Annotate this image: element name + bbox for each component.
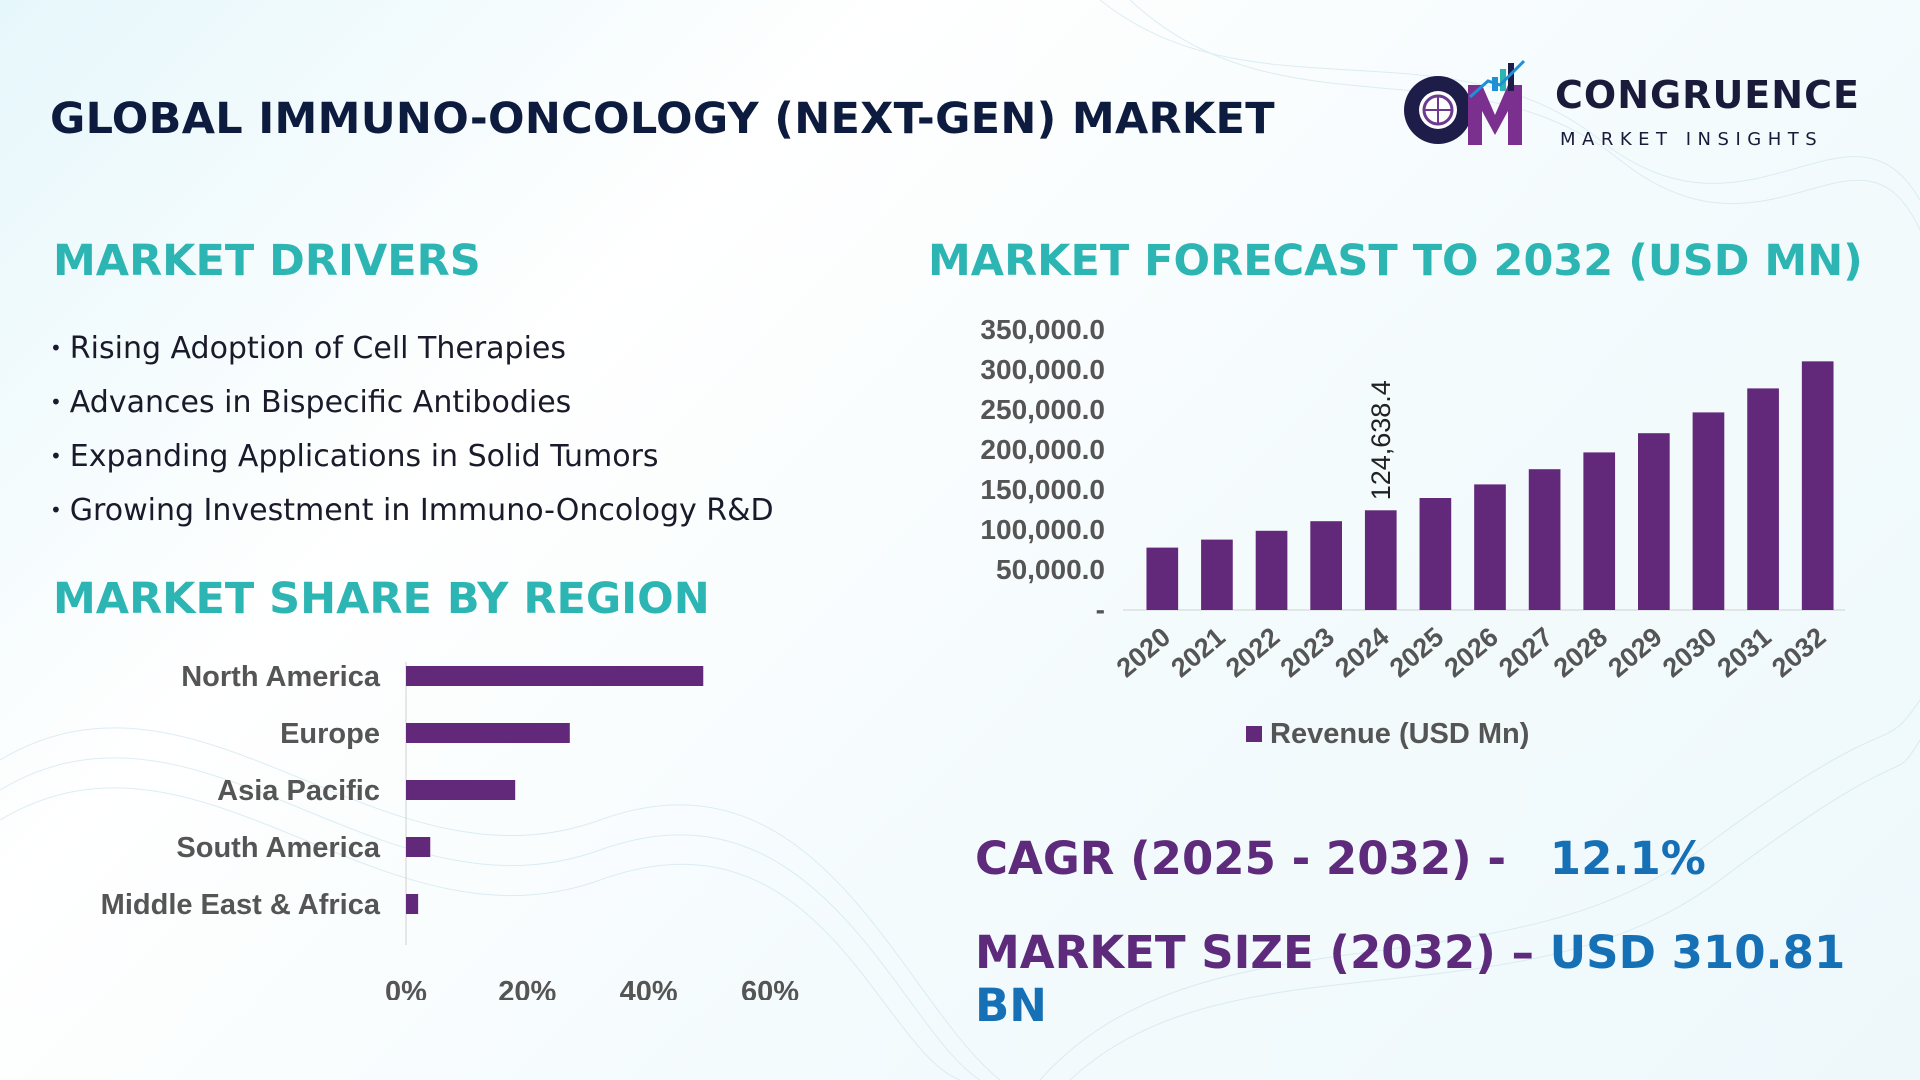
forecast-bar xyxy=(1528,469,1561,610)
forecast-legend: Revenue (USD Mn) xyxy=(1246,718,1529,751)
drivers-list: • Rising Adoption of Cell Therapies • Adva… xyxy=(50,322,774,538)
forecast-bar xyxy=(1364,510,1397,610)
company-logo: CONGRUENCE MARKET INSIGHTS xyxy=(1400,55,1880,165)
x-tick-label: 2029 xyxy=(1602,622,1667,684)
x-tick-label: 2022 xyxy=(1220,622,1285,684)
y-tick-label: 250,000.0 xyxy=(980,394,1105,425)
forecast-bar-chart: - 50,000.0 100,000.0 150,000.0 200,000.0 250,… xyxy=(980,314,1845,684)
region-label: Middle East & Africa xyxy=(101,889,381,921)
cagr-label: CAGR (2025 - 2032) - xyxy=(975,832,1507,885)
y-tick-label: 50,000.0 xyxy=(996,554,1105,585)
driver-text: Growing Investment in Immuno-Oncology R&… xyxy=(69,493,774,528)
drivers-heading: MARKET DRIVERS xyxy=(53,236,481,286)
y-tick-label: - xyxy=(1096,594,1105,625)
y-tick-label: 300,000.0 xyxy=(980,354,1105,385)
y-tick-label: 350,000.0 xyxy=(980,314,1105,345)
market-size-label: MARKET SIZE (2032) – xyxy=(975,926,1534,979)
x-tick-label: 2027 xyxy=(1493,622,1558,684)
driver-item: • Expanding Applications in Solid Tumors xyxy=(50,439,659,474)
forecast-bar xyxy=(1583,452,1616,610)
region-bar xyxy=(406,666,704,686)
x-tick-label: 2023 xyxy=(1275,622,1340,684)
legend-swatch xyxy=(1246,726,1262,742)
cagr-stat: CAGR (2025 - 2032) - 12.1% xyxy=(975,832,1706,885)
region-bar-chart: North America Europe Asia Pacific South Ame… xyxy=(101,661,800,1000)
x-tick-label: 2026 xyxy=(1439,622,1504,684)
x-tick-label: 0% xyxy=(385,976,427,1000)
forecast-bar xyxy=(1747,388,1779,610)
x-tick-label: 2021 xyxy=(1165,622,1230,684)
forecast-bar xyxy=(1310,521,1342,610)
region-label: Asia Pacific xyxy=(217,775,380,807)
driver-text: Advances in Bispecific Antibodies xyxy=(69,385,572,420)
legend-label: Revenue (USD Mn) xyxy=(1270,718,1530,750)
logo-name: CONGRUENCE xyxy=(1555,73,1860,117)
x-tick-label: 2024 xyxy=(1329,622,1394,684)
x-tick-label: 2031 xyxy=(1712,622,1777,684)
data-label: 124,638.4 xyxy=(1366,380,1396,500)
region-bar xyxy=(406,894,419,914)
y-tick-label: 100,000.0 xyxy=(980,514,1105,545)
region-label: South America xyxy=(176,832,380,864)
x-tick-label: 2028 xyxy=(1548,622,1613,684)
region-bar xyxy=(406,837,431,857)
forecast-heading: MARKET FORECAST TO 2032 (USD MN) xyxy=(928,236,1863,286)
driver-text: Rising Adoption of Cell Therapies xyxy=(69,331,567,366)
driver-item: • Rising Adoption of Cell Therapies xyxy=(50,331,567,366)
y-tick-label: 150,000.0 xyxy=(980,474,1105,505)
forecast-bar xyxy=(1201,539,1233,610)
forecast-bar xyxy=(1419,498,1452,610)
x-tick-label: 2030 xyxy=(1657,622,1722,684)
region-heading: MARKET SHARE BY REGION xyxy=(53,574,710,624)
market-size-stat: MARKET SIZE (2032) – USD 310.81 BN xyxy=(975,926,1920,1032)
y-tick-label: 200,000.0 xyxy=(980,434,1105,465)
driver-text: Expanding Applications in Solid Tumors xyxy=(69,439,659,474)
page-title: GLOBAL IMMUNO-ONCOLOGY (NEXT-GEN) MARKET xyxy=(50,94,1275,144)
region-label: Europe xyxy=(280,718,380,750)
region-bar xyxy=(406,723,570,743)
x-tick-label: 2025 xyxy=(1384,622,1449,684)
forecast-bar xyxy=(1638,433,1670,610)
logo-tagline: MARKET INSIGHTS xyxy=(1560,129,1824,150)
forecast-bar xyxy=(1692,412,1725,610)
driver-item: • Growing Investment in Immuno-Oncology R… xyxy=(50,493,774,528)
forecast-bar xyxy=(1801,361,1834,610)
logo-mark-icon xyxy=(1404,59,1526,145)
forecast-bar xyxy=(1146,547,1179,610)
forecast-bar xyxy=(1474,484,1506,610)
region-label: North America xyxy=(181,661,381,693)
x-tick-label: 2020 xyxy=(1111,622,1176,684)
region-bar xyxy=(406,780,516,800)
driver-item: • Advances in Bispecific Antibodies xyxy=(50,385,572,420)
market-size-value: USD 310.81 BN xyxy=(975,926,1846,1032)
x-tick-label: 40% xyxy=(620,976,678,1000)
x-tick-label: 20% xyxy=(498,976,556,1000)
x-tick-label: 2032 xyxy=(1766,622,1831,684)
x-tick-label: 60% xyxy=(741,976,799,1000)
cagr-value: 12.1% xyxy=(1549,832,1706,885)
forecast-bar xyxy=(1255,530,1288,610)
